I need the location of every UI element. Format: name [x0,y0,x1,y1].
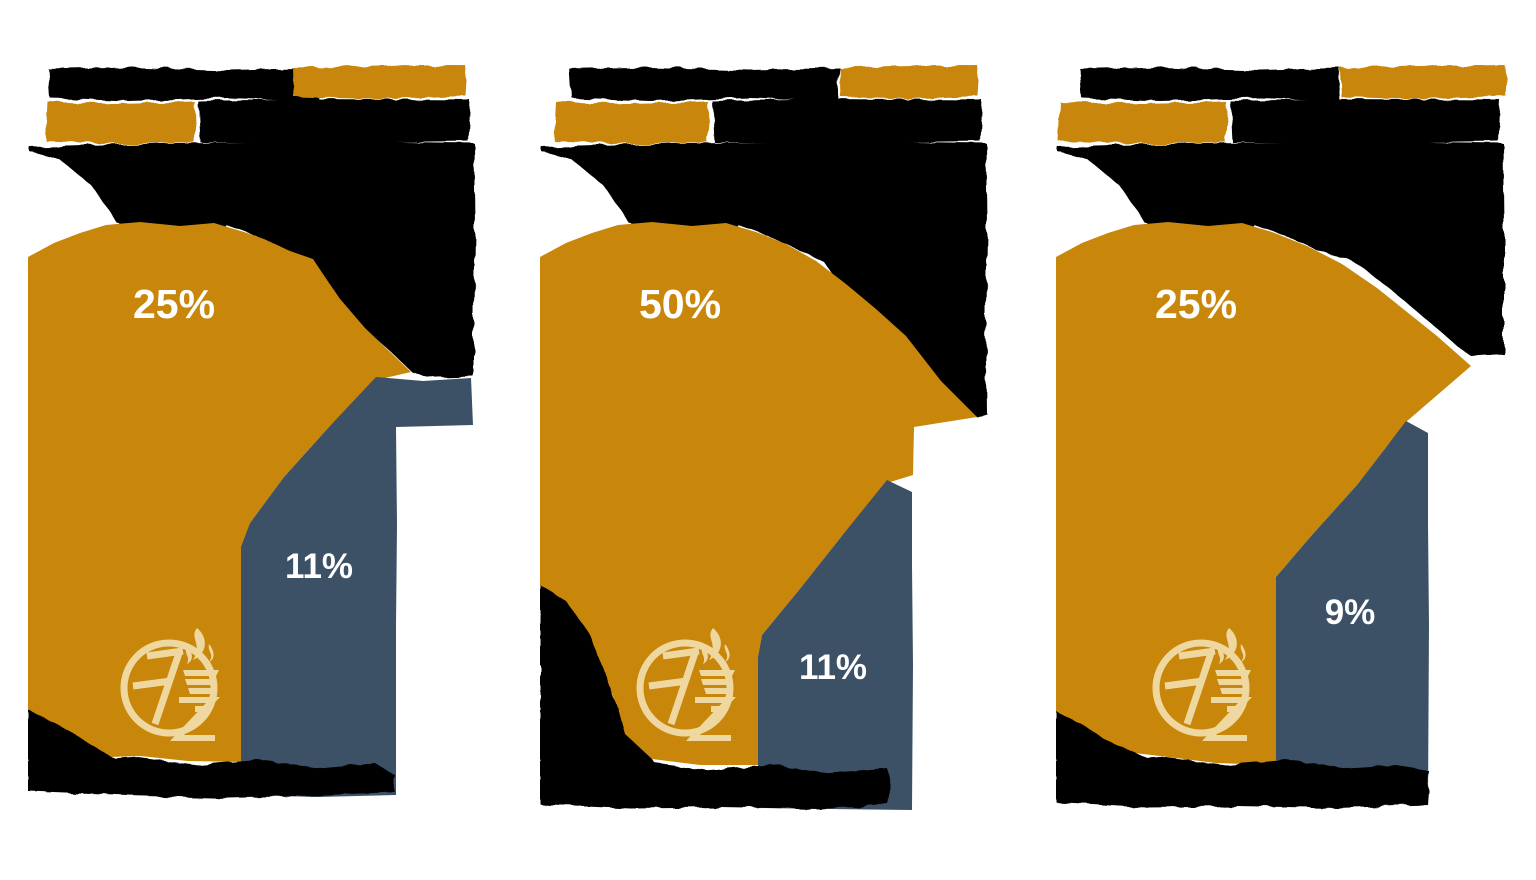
garbled-caption-strip [28,755,396,798]
chart-panel-1-canvas: 25% 11% [28,65,475,798]
primary-slice [28,222,411,762]
garbled-title-mass [30,141,475,378]
primary-percent-label: 50% [639,281,721,327]
chart-panel-3-canvas: 25% 9% [1056,65,1507,808]
primary-percent-label: 25% [133,281,215,327]
secondary-percent-label: 11% [799,648,867,687]
garbled-headline-line2 [712,99,982,143]
secondary-percent-label: 9% [1325,593,1376,632]
primary-percent-label: 25% [1155,281,1237,327]
corner-wedge [1056,711,1156,767]
primary-slice [540,222,977,765]
secondary-slice [758,480,913,810]
chart-panel-2: 50% 11% [540,65,1002,825]
gold-highlight-line1 [840,65,979,99]
garbled-headline-line1 [570,67,840,101]
garbled-title-mass [1058,141,1504,356]
corner-wedge [540,585,660,770]
gold-highlight-line2 [554,102,709,144]
garbled-caption-strip [540,760,890,809]
garbled-headline-line2 [198,99,470,143]
gold-highlight-line1 [293,65,467,99]
corner-wedge [28,709,128,765]
garbled-headline-line2 [1230,99,1500,143]
gold-highlight-line1 [1340,65,1507,99]
garbled-headline-line1 [1080,67,1340,101]
secondary-slice [241,377,473,797]
chart-panel-3: 25% 9% [1056,65,1518,825]
secondary-percent-label: 11% [285,547,353,586]
chart-panel-2-canvas: 50% 11% [540,65,987,810]
primary-slice [1056,222,1471,765]
garbled-title-mass [542,141,987,417]
secondary-slice [1276,421,1429,801]
gold-highlight-line2 [1058,102,1227,144]
garbled-headline-line1 [48,67,320,101]
garbled-caption-strip [1056,755,1429,808]
gold-highlight-line2 [46,102,196,144]
chart-panel-1: 25% 11% [28,65,490,825]
